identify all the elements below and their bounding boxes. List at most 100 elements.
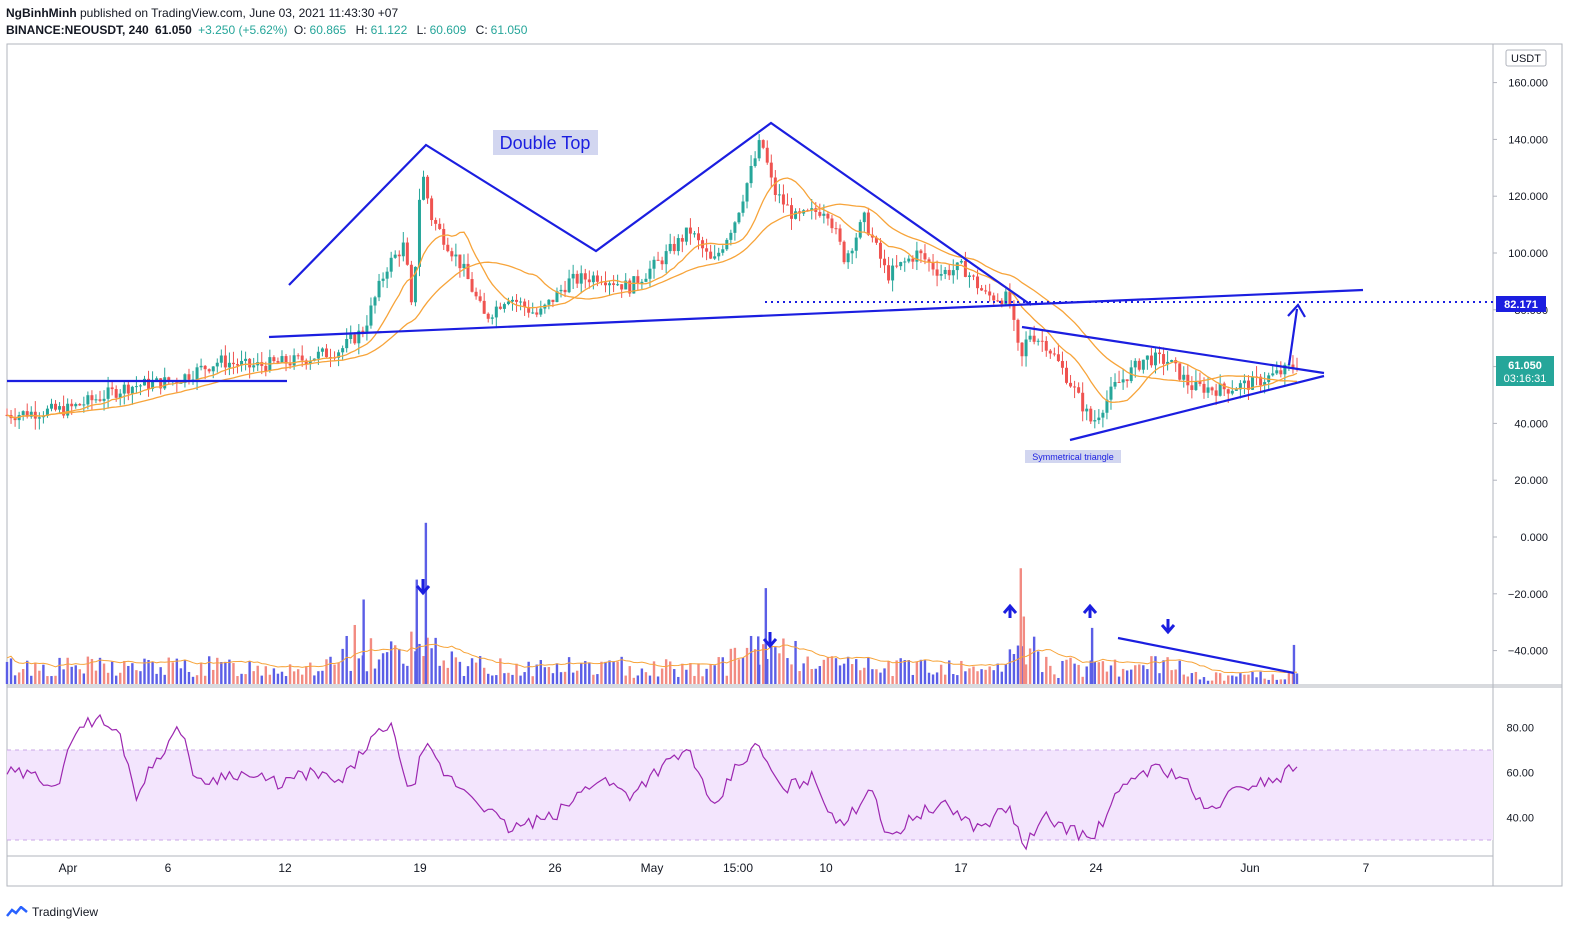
volume-bar bbox=[705, 668, 708, 684]
arrow-down-icon bbox=[1160, 619, 1176, 635]
volume-bar bbox=[543, 667, 547, 684]
volume-bar bbox=[272, 668, 276, 684]
volume-bar bbox=[701, 676, 704, 684]
volume-bar bbox=[171, 662, 174, 684]
candle-body bbox=[1085, 408, 1089, 412]
volume-bar bbox=[660, 668, 664, 684]
candle-body bbox=[984, 290, 988, 292]
volume-bar bbox=[1138, 664, 1141, 684]
volume-bar bbox=[677, 676, 680, 684]
triangle-upper[interactable] bbox=[1021, 325, 1325, 375]
candle-body bbox=[1040, 340, 1044, 342]
time-tick-label: 6 bbox=[165, 861, 172, 875]
volume-bar bbox=[450, 651, 454, 684]
volume-bar bbox=[155, 673, 158, 684]
candle-body bbox=[907, 258, 911, 262]
candle-body bbox=[1004, 291, 1008, 305]
price-change: +3.250 (+5.62%) bbox=[198, 23, 288, 37]
candle-body bbox=[1287, 364, 1291, 366]
candle-body bbox=[717, 252, 721, 257]
volume-bar bbox=[244, 674, 247, 684]
volume-bar bbox=[228, 659, 231, 684]
candle-body bbox=[264, 365, 268, 371]
time-tick-label: May bbox=[641, 861, 664, 875]
triangle-label[interactable]: Symmetrical triangle bbox=[1032, 452, 1114, 462]
volume-bar bbox=[309, 662, 312, 684]
symbol-label[interactable]: BINANCE:NEOUSDT, 240 bbox=[6, 23, 149, 37]
candles bbox=[5, 134, 1299, 430]
volume-bar bbox=[1166, 657, 1169, 684]
candle-body bbox=[822, 213, 826, 216]
brand-label[interactable]: TradingView bbox=[32, 905, 99, 919]
double-top-label[interactable]: Double Top bbox=[500, 133, 591, 153]
price-tick-label: 160.000 bbox=[1508, 78, 1548, 90]
candle-body bbox=[134, 386, 138, 388]
neckline-trendline[interactable] bbox=[268, 288, 1364, 339]
volume-bar bbox=[163, 674, 166, 684]
candle-body bbox=[874, 237, 878, 243]
candle-body bbox=[199, 365, 203, 368]
volume-bar bbox=[42, 664, 45, 684]
volume-bar bbox=[745, 647, 749, 684]
triangle-lower[interactable] bbox=[1069, 374, 1325, 442]
candle-body bbox=[155, 378, 159, 382]
candle-body bbox=[794, 211, 798, 219]
volume-trendline[interactable] bbox=[1117, 636, 1295, 675]
volume-bar bbox=[992, 670, 995, 684]
time-tick-label: 7 bbox=[1363, 861, 1370, 875]
candle-body bbox=[963, 260, 967, 277]
currency-label: USDT bbox=[1511, 53, 1541, 65]
currency-badge[interactable] bbox=[1505, 49, 1547, 67]
price-tick-label: 0.000 bbox=[1520, 532, 1548, 544]
candle-body bbox=[1214, 390, 1218, 396]
triangle-label-bg bbox=[1025, 450, 1121, 463]
candle-body bbox=[272, 357, 276, 362]
candle-body bbox=[854, 237, 858, 251]
candle-body bbox=[337, 352, 341, 358]
candle-body bbox=[636, 276, 640, 284]
candle-body bbox=[54, 403, 58, 410]
candle-body bbox=[608, 283, 612, 286]
volume-bar bbox=[644, 672, 648, 684]
author-name[interactable]: NgBinhMinh bbox=[6, 6, 77, 20]
volume-bar bbox=[357, 658, 361, 684]
volume-bar bbox=[46, 676, 49, 684]
candle-body bbox=[866, 212, 870, 235]
candle-body bbox=[1052, 353, 1056, 355]
volume-bar bbox=[1077, 664, 1080, 684]
volume-bar bbox=[139, 671, 142, 684]
volume-bar bbox=[1279, 679, 1283, 684]
volume-bar bbox=[1243, 674, 1246, 684]
volume-bar bbox=[511, 674, 514, 684]
candle-body bbox=[1020, 342, 1024, 357]
volume-bar bbox=[850, 664, 854, 684]
candle-body bbox=[1263, 382, 1267, 386]
volume-bar bbox=[729, 648, 733, 684]
volume-bar bbox=[1146, 669, 1149, 684]
volume-bar bbox=[1223, 680, 1226, 684]
candle-body bbox=[365, 325, 369, 334]
rsi-band bbox=[7, 750, 1493, 840]
volume-bar bbox=[766, 658, 769, 684]
volume-bar bbox=[143, 658, 146, 684]
candle-body bbox=[1081, 392, 1085, 412]
volume-bar bbox=[325, 659, 328, 684]
volume-bar bbox=[1093, 661, 1097, 684]
volume-bar bbox=[984, 669, 987, 684]
candle-body bbox=[1056, 354, 1060, 362]
drawings[interactable] bbox=[7, 121, 1364, 675]
candle-body bbox=[25, 411, 29, 417]
candle-body bbox=[624, 280, 628, 290]
double-top-pattern[interactable] bbox=[288, 121, 1032, 306]
volume-bar bbox=[349, 670, 352, 684]
target-arrow[interactable] bbox=[1287, 308, 1299, 366]
volume-bar bbox=[1041, 672, 1044, 684]
volume-bar bbox=[30, 675, 33, 684]
open-label: O: bbox=[293, 23, 307, 37]
volume-bar bbox=[867, 657, 870, 684]
candle-body bbox=[413, 266, 417, 303]
candle-body bbox=[1166, 361, 1170, 364]
candle-body bbox=[603, 282, 607, 286]
candle-body bbox=[992, 295, 996, 301]
